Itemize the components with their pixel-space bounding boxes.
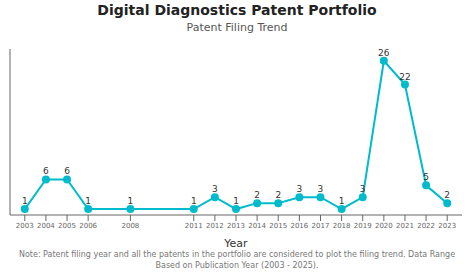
svg-text:2005: 2005	[58, 222, 76, 230]
html-text:Note: Patent filing year and a: Note: Patent filing year and all the pat…	[18, 250, 456, 270]
svg-text:3: 3	[212, 184, 218, 194]
svg-text:2004: 2004	[37, 222, 55, 230]
svg-text:2013: 2013	[227, 222, 245, 230]
svg-text:3: 3	[360, 184, 366, 194]
svg-text:2017: 2017	[312, 222, 330, 230]
svg-text:2019: 2019	[354, 222, 372, 230]
svg-text:3: 3	[296, 184, 302, 194]
svg-text:22: 22	[399, 72, 410, 82]
svg-text:2003: 2003	[16, 222, 34, 230]
svg-text:2018: 2018	[333, 222, 351, 230]
svg-text:2020: 2020	[375, 222, 393, 230]
svg-text:1: 1	[191, 196, 197, 206]
svg-text:2021: 2021	[396, 222, 414, 230]
svg-text:1: 1	[233, 196, 239, 206]
svg-text:26: 26	[378, 48, 390, 58]
svg-text:1: 1	[22, 196, 28, 206]
svg-text:2008: 2008	[121, 222, 139, 230]
svg-text:1: 1	[85, 196, 91, 206]
svg-text:2015: 2015	[269, 222, 287, 230]
svg-text:Year: Year	[223, 237, 248, 247]
html-text:Digital Diagnostics Patent Por: Digital Diagnostics Patent Portfolio	[97, 2, 377, 18]
svg-text:2: 2	[275, 190, 281, 200]
svg-text:2016: 2016	[290, 222, 308, 230]
svg-text:2: 2	[254, 190, 260, 200]
svg-text:2022: 2022	[417, 222, 435, 230]
svg-text:5: 5	[423, 172, 429, 182]
html-text:Patent Filing Trend: Patent Filing Trend	[186, 21, 288, 34]
svg-text:2023: 2023	[438, 222, 456, 230]
svg-text:1: 1	[128, 196, 134, 206]
svg-text:6: 6	[64, 166, 70, 176]
svg-text:2011: 2011	[185, 222, 203, 230]
svg-text:2012: 2012	[206, 222, 224, 230]
svg-text:2: 2	[444, 190, 450, 200]
svg-text:2006: 2006	[79, 222, 97, 230]
svg-text:6: 6	[43, 166, 49, 176]
svg-text:3: 3	[318, 184, 324, 194]
svg-text:2014: 2014	[248, 222, 266, 230]
svg-text:1: 1	[339, 196, 345, 206]
